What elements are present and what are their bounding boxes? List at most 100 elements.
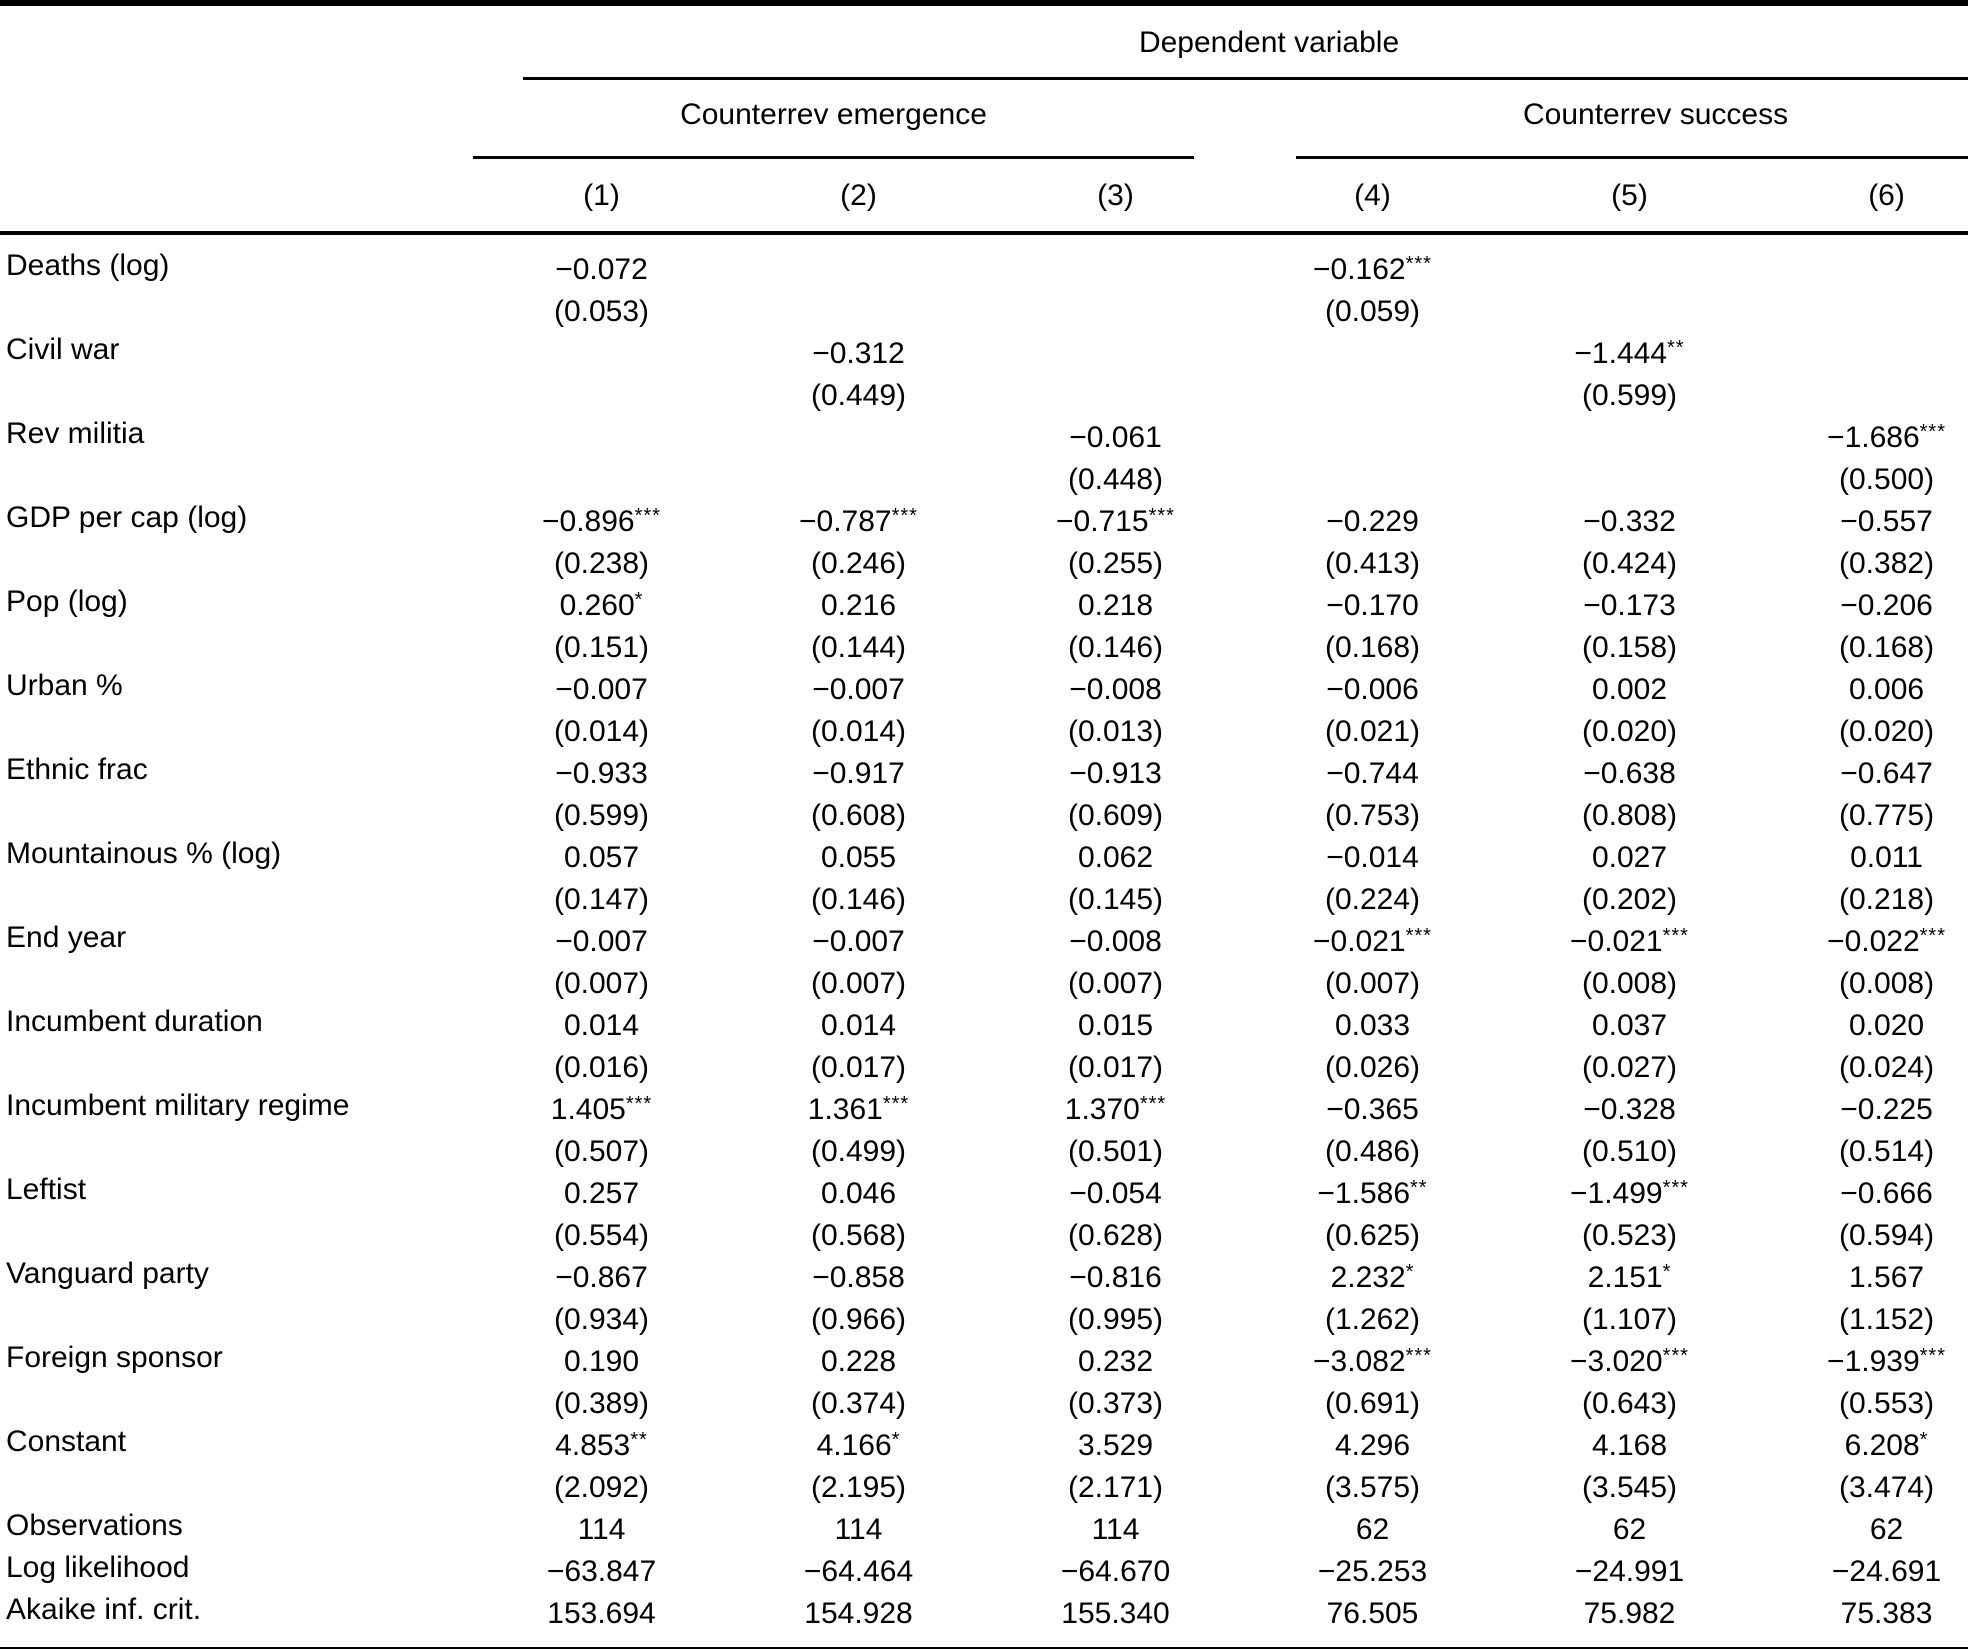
standard-error: (2.092) (553, 1471, 650, 1504)
standard-error: (0.753) (1324, 799, 1421, 832)
coef-cell: −0.173 (0.158) (1501, 585, 1758, 669)
variable-row: Urban % −0.007 (0.014) −0.007 (0.014) −0.008 (… (0, 669, 1968, 753)
coef-cell (1244, 417, 1501, 501)
coef-cell: −0.638 (0.808) (1501, 753, 1758, 837)
variable-row: Rev militia −0.061 (0.448) −1.686*** (0.500) (0, 417, 1968, 501)
standard-error: (3.474) (1839, 1471, 1935, 1504)
coefficient-value (987, 249, 1244, 291)
coef-cell: −0.715*** (0.255) (987, 501, 1244, 585)
coefficient-value (1244, 333, 1501, 375)
coefficient-value: −0.225 (1840, 1093, 1933, 1126)
variable-row: GDP per cap (log) −0.896*** (0.238) −0.787*… (0, 501, 1968, 585)
coef-cell: −0.072 (0.053) (473, 233, 730, 333)
significance-stars: * (891, 1429, 901, 1451)
coef-cell: 4.166* (2.195) (730, 1425, 987, 1509)
coefficient-value: −0.072 (555, 253, 648, 286)
standard-error: (0.017) (810, 1051, 907, 1084)
coefficient-value: 0.062 (1077, 841, 1154, 874)
standard-error: (0.007) (1067, 967, 1164, 1000)
row-label: Incumbent duration (6, 1005, 263, 1038)
coefficient-value: −0.008 (1069, 925, 1162, 958)
coef-cell: −0.913 (0.609) (987, 753, 1244, 837)
coefficient-value (1501, 249, 1758, 291)
standard-error: (0.053) (553, 295, 650, 328)
significance-stars: *** (634, 505, 661, 527)
coef-cell: 0.020 (0.024) (1758, 1005, 1968, 1089)
coefficient-value: 0.232 (1077, 1345, 1154, 1378)
summary-value: 155.340 (1061, 1597, 1170, 1630)
coefficient-value: −0.014 (1326, 841, 1419, 874)
summary-value-cell: 75.982 (1501, 1593, 1758, 1649)
row-label: Constant (6, 1425, 127, 1458)
coefficient-value: 0.014 (820, 1009, 897, 1042)
standard-error: (0.008) (1581, 967, 1678, 1000)
dependent-variable-row: Dependent variable (0, 3, 1968, 80)
coef-cell: −0.007 (0.007) (730, 921, 987, 1005)
coefficient-value: −0.170 (1326, 589, 1419, 622)
summary-label: Log likelihood (6, 1551, 190, 1584)
coefficient-value: −0.173 (1583, 589, 1676, 622)
standard-error: (0.510) (1581, 1135, 1678, 1168)
coefficient-value: −0.557 (1840, 505, 1933, 538)
standard-error: (0.424) (1581, 547, 1678, 580)
significance-stars: *** (1405, 253, 1432, 275)
coefficient-value (987, 333, 1244, 375)
standard-error (473, 459, 730, 501)
standard-error: (0.027) (1581, 1051, 1678, 1084)
coef-cell: −0.008 (0.013) (987, 669, 1244, 753)
standard-error: (0.218) (1839, 883, 1935, 916)
coef-cell: −1.444** (0.599) (1501, 333, 1758, 417)
group-label-counterrev-success: Counterrev success (1296, 80, 1968, 159)
coef-cell: 4.296 (3.575) (1244, 1425, 1501, 1509)
coef-cell: 1.361*** (0.499) (730, 1089, 987, 1173)
coef-cell: 6.208* (3.474) (1758, 1425, 1968, 1509)
coefficient-value: −0.007 (812, 673, 905, 706)
coef-cell: 0.046 (0.568) (730, 1173, 987, 1257)
stub-header-empty (0, 80, 473, 159)
standard-error: (0.501) (1067, 1135, 1164, 1168)
column-header-5: (5) (1501, 159, 1758, 235)
row-label: Pop (log) (6, 585, 128, 618)
standard-error: (0.007) (553, 967, 650, 1000)
coef-cell: 0.002 (0.020) (1501, 669, 1758, 753)
coef-cell: 0.190 (0.389) (473, 1341, 730, 1425)
coef-cell: −0.858 (0.966) (730, 1257, 987, 1341)
standard-error: (0.014) (553, 715, 650, 748)
coef-cell: −0.007 (0.014) (730, 669, 987, 753)
summary-label: Akaike inf. crit. (6, 1593, 202, 1626)
standard-error: (0.016) (553, 1051, 650, 1084)
coefficient-value: −0.816 (1069, 1261, 1162, 1294)
coefficient-value: −1.939*** (1827, 1345, 1946, 1378)
coefficient-value (1244, 417, 1501, 459)
summary-value-cell: −64.670 (987, 1551, 1244, 1593)
variable-row: Ethnic frac −0.933 (0.599) −0.917 (0.608) −0.… (0, 753, 1968, 837)
coef-cell: 0.037 (0.027) (1501, 1005, 1758, 1089)
coef-cell: −1.586** (0.625) (1244, 1173, 1501, 1257)
standard-error: (0.017) (1067, 1051, 1164, 1084)
coef-cell: 4.853** (2.092) (473, 1425, 730, 1509)
summary-value: 154.928 (804, 1597, 913, 1630)
significance-stars: * (1662, 1261, 1672, 1283)
significance-stars: *** (1919, 925, 1946, 947)
column-header-1: (1) (473, 159, 730, 235)
summary-value-cell: −24.991 (1501, 1551, 1758, 1593)
standard-error: (1.262) (1324, 1303, 1421, 1336)
summary-value: 114 (577, 1513, 626, 1546)
coef-cell: 2.151* (1.107) (1501, 1257, 1758, 1341)
standard-error: (0.020) (1839, 715, 1935, 748)
coefficient-value: −0.312 (812, 337, 905, 370)
coefficient-value: −0.365 (1326, 1093, 1419, 1126)
summary-value-cell: 62 (1758, 1509, 1968, 1551)
coef-cell: 0.055 (0.146) (730, 837, 987, 921)
coef-cell: −0.666 (0.594) (1758, 1173, 1968, 1257)
coef-cell: 1.370*** (0.501) (987, 1089, 1244, 1173)
summary-value: 62 (1612, 1513, 1647, 1546)
standard-error: (0.507) (553, 1135, 650, 1168)
coef-cell (987, 333, 1244, 417)
significance-stars: *** (1919, 1345, 1946, 1367)
table-body: Deaths (log) −0.072 (0.053) −0.162*** (0.059… (0, 233, 1968, 1649)
coef-cell: 0.260* (0.151) (473, 585, 730, 669)
variable-row: Leftist 0.257 (0.554) 0.046 (0.568) −0.054 (0.… (0, 1173, 1968, 1257)
coefficient-value: −0.913 (1069, 757, 1162, 790)
standard-error: (0.202) (1581, 883, 1678, 916)
